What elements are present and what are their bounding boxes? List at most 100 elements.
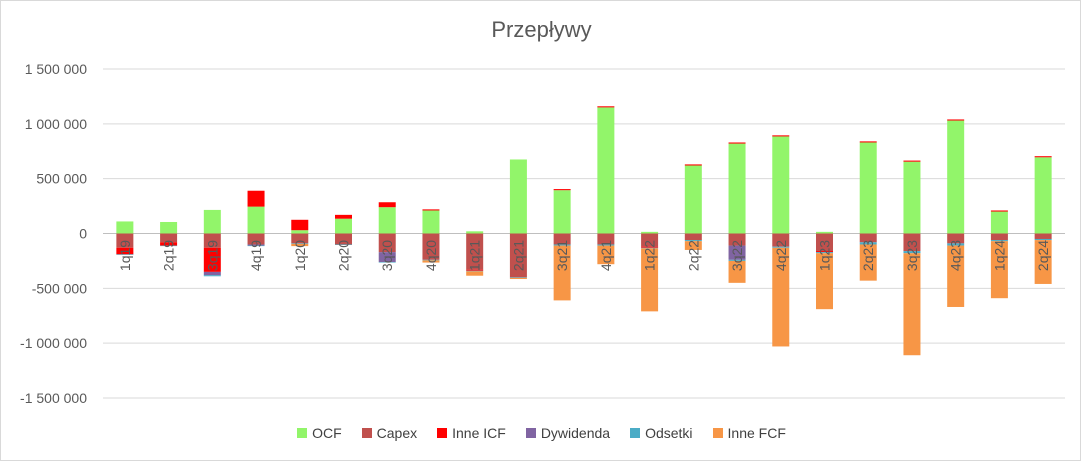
legend-label: Dywidenda [540, 425, 611, 441]
bar-segment-inne-fcf [422, 260, 440, 263]
bar-segment-ocf [728, 143, 746, 234]
y-tick-label: -1 500 000 [20, 390, 87, 406]
x-tick-label: 1q20 [292, 240, 308, 271]
bar-segment-ocf [903, 161, 921, 234]
bar-segment-ocf [116, 221, 134, 234]
bar-segment-capex [203, 233, 221, 248]
bar-segment-capex [684, 233, 702, 241]
bar-segment-capex [903, 233, 921, 252]
bar-segment-inne-fcf [990, 241, 1008, 299]
bar-segment-odsetki [772, 246, 790, 248]
chart-legend: OCF Capex Inne ICF Dywidenda Odsetki Inne FCF [1, 425, 1081, 441]
bar-segment-inne-fcf [772, 247, 790, 347]
x-tick-label: 3q19 [204, 240, 220, 271]
bar-segment-ocf [422, 210, 440, 234]
bar-segment-inne-icf [903, 160, 921, 162]
x-tick-label: 2q19 [161, 240, 177, 271]
bar-segment-inne-icf [641, 246, 659, 248]
bar-segment-inne-icf [466, 269, 484, 271]
x-tick-label: 3q23 [904, 240, 920, 271]
x-tick-label: 1q24 [991, 240, 1007, 271]
x-tick-label: 2q23 [860, 240, 876, 271]
bar-segment-odsetki [990, 240, 1008, 242]
y-tick-label: -500 000 [32, 280, 87, 296]
x-tick-label: 2q22 [685, 240, 701, 271]
bar-segment-capex [116, 233, 134, 248]
x-tick-label: 4q23 [948, 240, 964, 271]
bar-segment-inne-fcf [728, 260, 746, 283]
legend-swatch [712, 428, 723, 438]
bar-segment-inne-icf [422, 209, 440, 211]
bar-segment-capex [641, 233, 659, 247]
legend-item: Inne FCF [712, 425, 786, 441]
bar-segment-odsetki [728, 259, 746, 261]
bar-segment-inne-icf [203, 247, 221, 272]
bar-segment-capex [466, 233, 484, 270]
bar-segment-capex [509, 233, 527, 278]
bar-segment-inne-fcf [553, 245, 571, 301]
bar-segment-capex [816, 233, 833, 252]
legend-swatch [297, 428, 308, 438]
bar-segment-odsetki [859, 242, 877, 245]
y-tick-label: -1 000 000 [20, 335, 87, 351]
x-tick-label: 2q21 [510, 240, 526, 271]
bar-segment-odsetki [116, 254, 134, 255]
bar-segment-odsetki [247, 245, 265, 247]
x-tick-label: 3q22 [729, 240, 745, 271]
bar-segment-inne-icf [728, 142, 746, 144]
bar-segment-ocf [509, 159, 527, 234]
bar-segment-ocf [203, 209, 221, 234]
legend-label: Inne FCF [727, 425, 786, 441]
x-tick-label: 4q21 [598, 240, 614, 271]
bar-segment-inne-icf [291, 219, 309, 231]
bar-segment-odsetki [553, 244, 571, 246]
bar-segment-capex [160, 233, 178, 243]
bar-segment-odsetki [641, 247, 659, 249]
bar-segment-inne-icf [597, 106, 615, 108]
bar-segment-ocf [990, 211, 1008, 234]
bar-segment-inne-icf [947, 119, 965, 121]
bar-segment-ocf [947, 120, 965, 234]
bar-segment-odsetki [335, 244, 352, 246]
x-tick-label: 2q24 [1035, 240, 1051, 271]
legend-item: Inne ICF [437, 425, 506, 441]
bar-segment-dywidenda [378, 252, 396, 263]
legend-item: Capex [361, 425, 417, 441]
bar-segment-capex [335, 233, 352, 245]
bar-segment-ocf [859, 142, 877, 234]
bar-segment-dywidenda [203, 271, 221, 276]
bar-segment-inne-fcf [947, 245, 965, 307]
bar-segment-inne-fcf [859, 244, 877, 281]
bar-segment-inne-fcf [903, 253, 921, 356]
bar-segment-dywidenda [247, 244, 265, 246]
bar-segment-odsetki [947, 243, 965, 246]
bar-segment-odsetki [291, 243, 309, 244]
y-tick-label: 1 000 000 [25, 116, 87, 132]
bar-segment-inne-icf [990, 210, 1008, 212]
bar-segment-odsetki [466, 270, 484, 272]
bar-segment-ocf [597, 107, 615, 234]
bar-segment-capex [772, 233, 790, 247]
bar-segment-odsetki [903, 251, 921, 254]
bar-segment-odsetki [684, 240, 702, 242]
legend-label: OCF [312, 425, 342, 441]
bar-segment-inne-icf [116, 247, 134, 255]
bar-segment-dywidenda [728, 245, 746, 260]
legend-label: Inne ICF [452, 425, 506, 441]
x-tick-label: 2q20 [336, 240, 352, 271]
bar-segment-capex [597, 233, 615, 245]
bar-segment-inne-icf [335, 214, 352, 219]
bar-segment-odsetki [160, 245, 178, 247]
legend-item: Odsetki [630, 425, 693, 441]
bar-segment-capex [291, 233, 309, 244]
bar-segment-inne-fcf [641, 248, 659, 312]
bar-segment-odsetki [378, 262, 396, 263]
bar-segment-inne-icf [160, 242, 178, 246]
bar-segment-odsetki [203, 275, 221, 277]
bar-segment-odsetki [1034, 238, 1052, 241]
bar-segment-capex [859, 233, 877, 243]
bar-segment-inne-fcf [466, 271, 484, 276]
bar-segment-capex [247, 233, 265, 245]
